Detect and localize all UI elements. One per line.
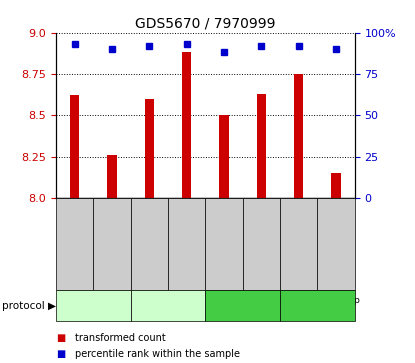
- Bar: [220, 115, 229, 198]
- Text: GSM1261846: GSM1261846: [294, 216, 303, 272]
- Text: GSM1261851: GSM1261851: [107, 216, 117, 272]
- Text: control: control: [78, 301, 109, 310]
- Text: ■: ■: [56, 349, 65, 359]
- Bar: [182, 53, 191, 198]
- Text: EphA2-overexpres
sion: EphA2-overexpres sion: [127, 296, 210, 315]
- Text: GSM1261849: GSM1261849: [220, 216, 229, 272]
- Text: percentile rank within the sample: percentile rank within the sample: [75, 349, 240, 359]
- Bar: [332, 173, 341, 198]
- Text: GSM1261853: GSM1261853: [257, 216, 266, 272]
- Text: protocol ▶: protocol ▶: [2, 301, 56, 311]
- Bar: [107, 155, 117, 198]
- Title: GDS5670 / 7970999: GDS5670 / 7970999: [135, 16, 276, 30]
- Text: Ilomastat
treatment: Ilomastat treatment: [220, 296, 266, 315]
- Bar: [70, 95, 79, 198]
- Text: ■: ■: [56, 333, 65, 343]
- Bar: [145, 99, 154, 198]
- Text: transformed count: transformed count: [75, 333, 166, 343]
- Text: Rho activator Calp
eptin treatment: Rho activator Calp eptin treatment: [276, 296, 359, 315]
- Bar: [257, 94, 266, 198]
- Text: GSM1261850: GSM1261850: [332, 216, 341, 272]
- Text: GSM1261847: GSM1261847: [70, 216, 79, 272]
- Text: GSM1261848: GSM1261848: [145, 216, 154, 272]
- Bar: [294, 74, 303, 198]
- Text: GSM1261852: GSM1261852: [182, 216, 191, 272]
